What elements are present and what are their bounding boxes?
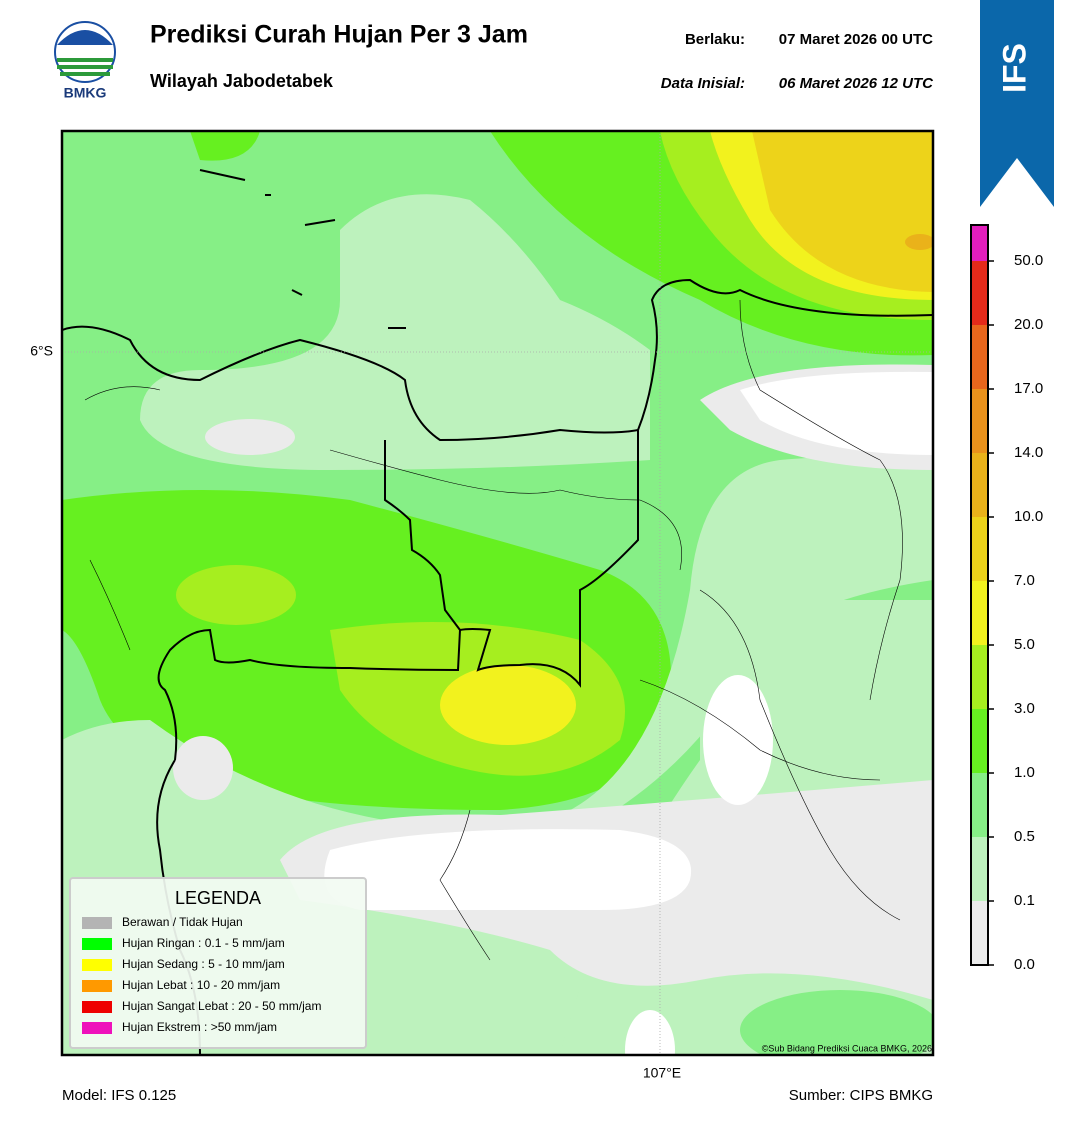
colorbar-segment (971, 325, 988, 389)
colorbar-segment (971, 901, 988, 965)
init-label: Data Inisial: (661, 75, 745, 92)
valid-value: 07 Maret 2026 00 UTC (779, 31, 933, 48)
model-badge (980, 0, 1054, 207)
legend-swatch (82, 938, 112, 950)
source-text: Sumber: CIPS BMKG (789, 1087, 933, 1104)
legend-swatch (82, 1022, 112, 1034)
colorbar-segment (971, 225, 988, 261)
lat-label: 6°S (30, 343, 53, 359)
legend-label: Hujan Sangat Lebat : 20 - 50 mm/jam (122, 999, 321, 1013)
legend-label: Hujan Lebat : 10 - 20 mm/jam (122, 978, 280, 992)
legend-swatch (82, 959, 112, 971)
legend-swatch (82, 917, 112, 929)
colorbar: 0.0 0.1 0.5 1.0 3.0 5.0 7.0 10.0 14.0 17.0 20.0 50.… (970, 224, 1043, 973)
legend-label: Berawan / Tidak Hujan (122, 915, 243, 929)
colorbar-segment (971, 261, 988, 325)
badge-text: IFS (996, 43, 1032, 93)
legend: LEGENDA Berawan / Tidak Hujan Hujan Ringa… (69, 877, 367, 1049)
model-text: Model: IFS 0.125 (62, 1087, 176, 1104)
colorbar-tick-label: 3.0 (1014, 700, 1035, 717)
colorbar-tick-label: 10.0 (1014, 508, 1043, 525)
colorbar-tick-label: 7.0 (1014, 572, 1035, 589)
legend-title: LEGENDA (175, 888, 261, 908)
lon-label: 107°E (643, 1065, 681, 1081)
legend-label: Hujan Ringan : 0.1 - 5 mm/jam (122, 936, 285, 950)
colorbar-tick-label: 20.0 (1014, 316, 1043, 333)
colorbar-segment (971, 837, 988, 901)
legend-swatch (82, 980, 112, 992)
copyright: ©Sub Bidang Prediksi Cuaca BMKG, 2026 (762, 1043, 932, 1053)
valid-label: Berlaku: (685, 31, 745, 48)
colorbar-segment (971, 709, 988, 773)
colorbar-segment (971, 389, 988, 453)
colorbar-tick-label: 14.0 (1014, 444, 1043, 461)
legend-label: Hujan Ekstrem : >50 mm/jam (122, 1020, 277, 1034)
colorbar-segment (971, 581, 988, 645)
subtitle: Wilayah Jabodetabek (150, 71, 334, 91)
title: Prediksi Curah Hujan Per 3 Jam (150, 21, 528, 49)
colorbar-segment (971, 773, 988, 837)
colorbar-tick-label: 0.5 (1014, 828, 1035, 845)
colorbar-tick-label: 17.0 (1014, 380, 1043, 397)
colorbar-tick-label: 1.0 (1014, 764, 1035, 781)
legend-swatch (82, 1001, 112, 1013)
colorbar-tick-label: 50.0 (1014, 252, 1043, 269)
map-frame (60, 129, 935, 1057)
logo: BMKG (54, 21, 116, 101)
colorbar-frame (970, 224, 989, 966)
colorbar-segment (971, 645, 988, 709)
logo-text: BMKG (64, 85, 107, 101)
colorbar-segment (971, 517, 988, 581)
colorbar-tick-label: 0.1 (1014, 892, 1035, 909)
colorbar-tick-label: 5.0 (1014, 636, 1035, 653)
init-value: 06 Maret 2026 12 UTC (779, 75, 934, 92)
legend-label: Hujan Sedang : 5 - 10 mm/jam (122, 957, 285, 971)
colorbar-segment (971, 453, 988, 517)
colorbar-tick-label: 0.0 (1014, 956, 1035, 973)
